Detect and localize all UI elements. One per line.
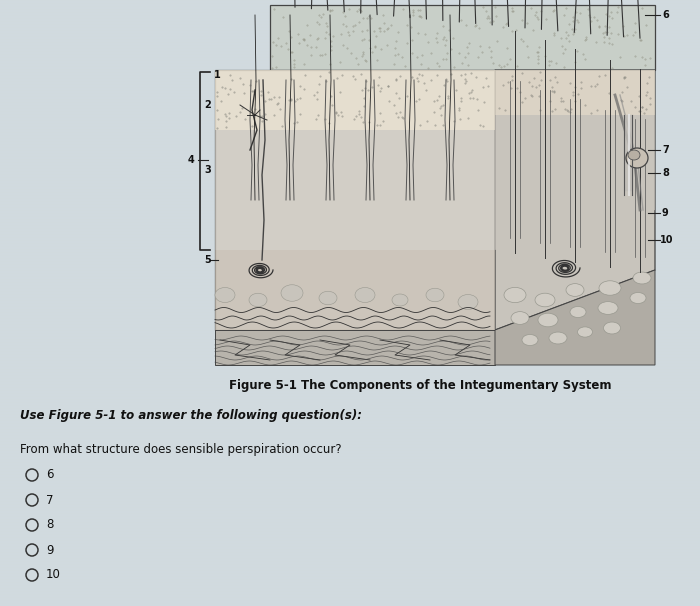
Ellipse shape — [458, 295, 478, 310]
Ellipse shape — [549, 332, 567, 344]
Text: 3: 3 — [204, 165, 211, 175]
Text: 7: 7 — [46, 493, 53, 507]
Ellipse shape — [570, 307, 586, 318]
Polygon shape — [495, 115, 655, 250]
Text: 9: 9 — [662, 208, 668, 218]
Ellipse shape — [355, 287, 375, 302]
Text: 8: 8 — [662, 168, 669, 178]
Polygon shape — [215, 130, 495, 250]
Text: 6: 6 — [662, 10, 668, 20]
Ellipse shape — [578, 327, 592, 337]
Text: 10: 10 — [46, 568, 61, 582]
Text: 10: 10 — [660, 235, 673, 245]
Ellipse shape — [215, 287, 235, 302]
Polygon shape — [270, 5, 655, 70]
Text: 5: 5 — [204, 255, 211, 265]
Ellipse shape — [538, 313, 558, 327]
Text: 6: 6 — [46, 468, 53, 482]
Text: 4: 4 — [188, 155, 195, 165]
Polygon shape — [495, 270, 655, 365]
Text: Use Figure 5-1 to answer the following question(s):: Use Figure 5-1 to answer the following q… — [20, 408, 362, 422]
Ellipse shape — [598, 302, 618, 315]
Polygon shape — [215, 70, 495, 130]
Text: 2: 2 — [204, 100, 211, 110]
Polygon shape — [495, 70, 655, 330]
Text: From what structure does sensible perspiration occur?: From what structure does sensible perspi… — [20, 444, 342, 456]
Ellipse shape — [319, 291, 337, 305]
Ellipse shape — [626, 148, 648, 168]
Ellipse shape — [522, 335, 538, 345]
Ellipse shape — [628, 150, 640, 160]
Ellipse shape — [426, 288, 444, 302]
Ellipse shape — [504, 287, 526, 302]
Ellipse shape — [249, 293, 267, 307]
Ellipse shape — [630, 293, 646, 304]
Text: Figure 5-1 The Components of the Integumentary System: Figure 5-1 The Components of the Integum… — [229, 379, 611, 391]
Text: 7: 7 — [662, 145, 668, 155]
Ellipse shape — [633, 272, 651, 284]
Text: 9: 9 — [46, 544, 53, 556]
Polygon shape — [215, 250, 495, 330]
Ellipse shape — [535, 293, 555, 307]
Polygon shape — [215, 330, 495, 365]
Ellipse shape — [511, 311, 529, 324]
Ellipse shape — [566, 284, 584, 296]
Ellipse shape — [603, 322, 620, 334]
Ellipse shape — [599, 281, 621, 295]
Polygon shape — [215, 70, 495, 330]
Ellipse shape — [281, 285, 303, 301]
Ellipse shape — [392, 294, 408, 306]
Text: 1: 1 — [214, 70, 220, 80]
Text: 8: 8 — [46, 519, 53, 531]
Polygon shape — [495, 70, 655, 115]
